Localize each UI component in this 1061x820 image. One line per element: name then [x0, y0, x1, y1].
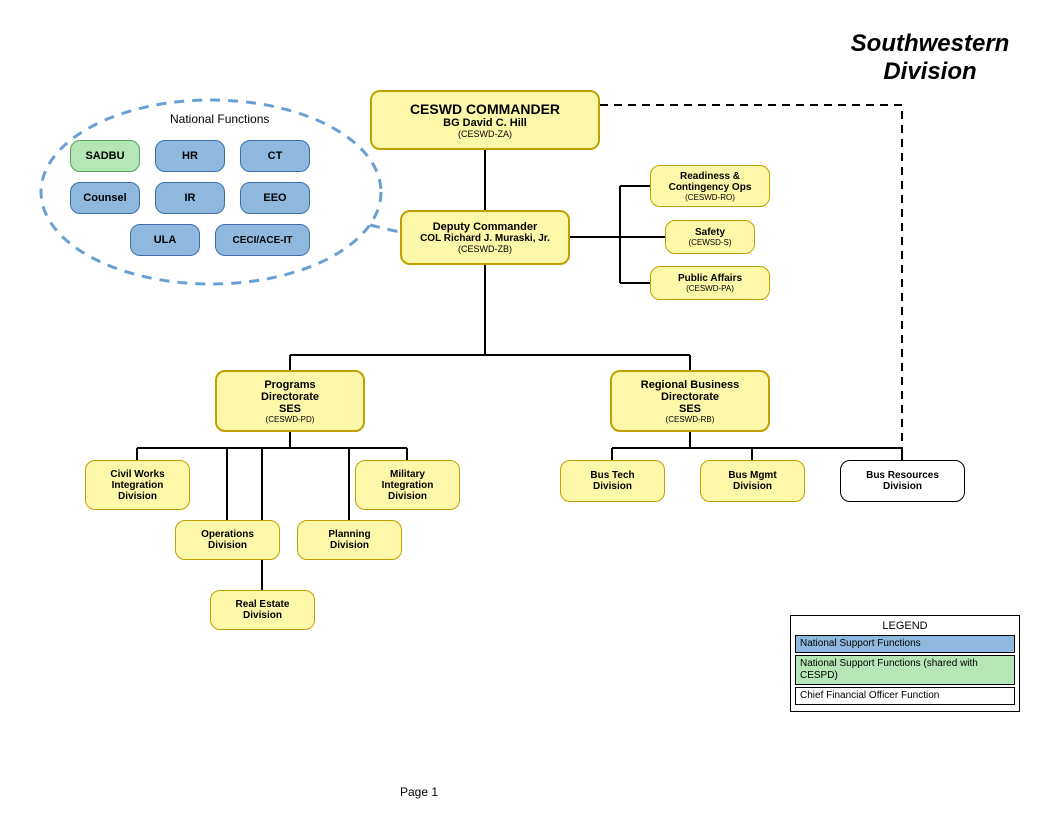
legend: LEGEND National Support Functions Nationa…	[790, 615, 1020, 712]
node-eeo: EEO	[240, 182, 310, 214]
legend-row: Chief Financial Officer Function	[795, 687, 1015, 705]
legend-row: National Support Functions	[795, 635, 1015, 653]
node-ula: ULA	[130, 224, 200, 256]
node-rco: Readiness &Contingency Ops(CESWD-RO)	[650, 165, 770, 207]
node-bustech: Bus TechDivision	[560, 460, 665, 502]
node-planning: PlanningDivision	[297, 520, 402, 560]
node-military: MilitaryIntegrationDivision	[355, 460, 460, 510]
title-line-2: Division	[820, 58, 1040, 86]
title-line-1: Southwestern	[820, 30, 1040, 58]
legend-title: LEGEND	[795, 620, 1015, 632]
node-counsel: Counsel	[70, 182, 140, 214]
node-hr: HR	[155, 140, 225, 172]
node-ct: CT	[240, 140, 310, 172]
national-functions-label: National Functions	[170, 112, 269, 126]
node-ir: IR	[155, 182, 225, 214]
node-busmgmt: Bus MgmtDivision	[700, 460, 805, 502]
node-civworks: Civil WorksIntegrationDivision	[85, 460, 190, 510]
page-number: Page 1	[400, 785, 438, 799]
node-pa: Public Affairs(CESWD-PA)	[650, 266, 770, 300]
page-title: Southwestern Division	[820, 30, 1040, 86]
node-busres: Bus ResourcesDivision	[840, 460, 965, 502]
legend-row: National Support Functions (shared with …	[795, 655, 1015, 685]
node-safety: Safety(CEWSD-S)	[665, 220, 755, 254]
node-commander: CESWD COMMANDERBG David C. Hill(CESWD-ZA…	[370, 90, 600, 150]
node-programs: ProgramsDirectorateSES(CESWD-PD)	[215, 370, 365, 432]
node-ceci: CECI/ACE-IT	[215, 224, 310, 256]
node-deputy: Deputy CommanderCOL Richard J. Muraski, …	[400, 210, 570, 265]
node-ops: OperationsDivision	[175, 520, 280, 560]
node-regional: Regional BusinessDirectorateSES(CESWD-RB…	[610, 370, 770, 432]
node-realestate: Real EstateDivision	[210, 590, 315, 630]
node-sadbu: SADBU	[70, 140, 140, 172]
